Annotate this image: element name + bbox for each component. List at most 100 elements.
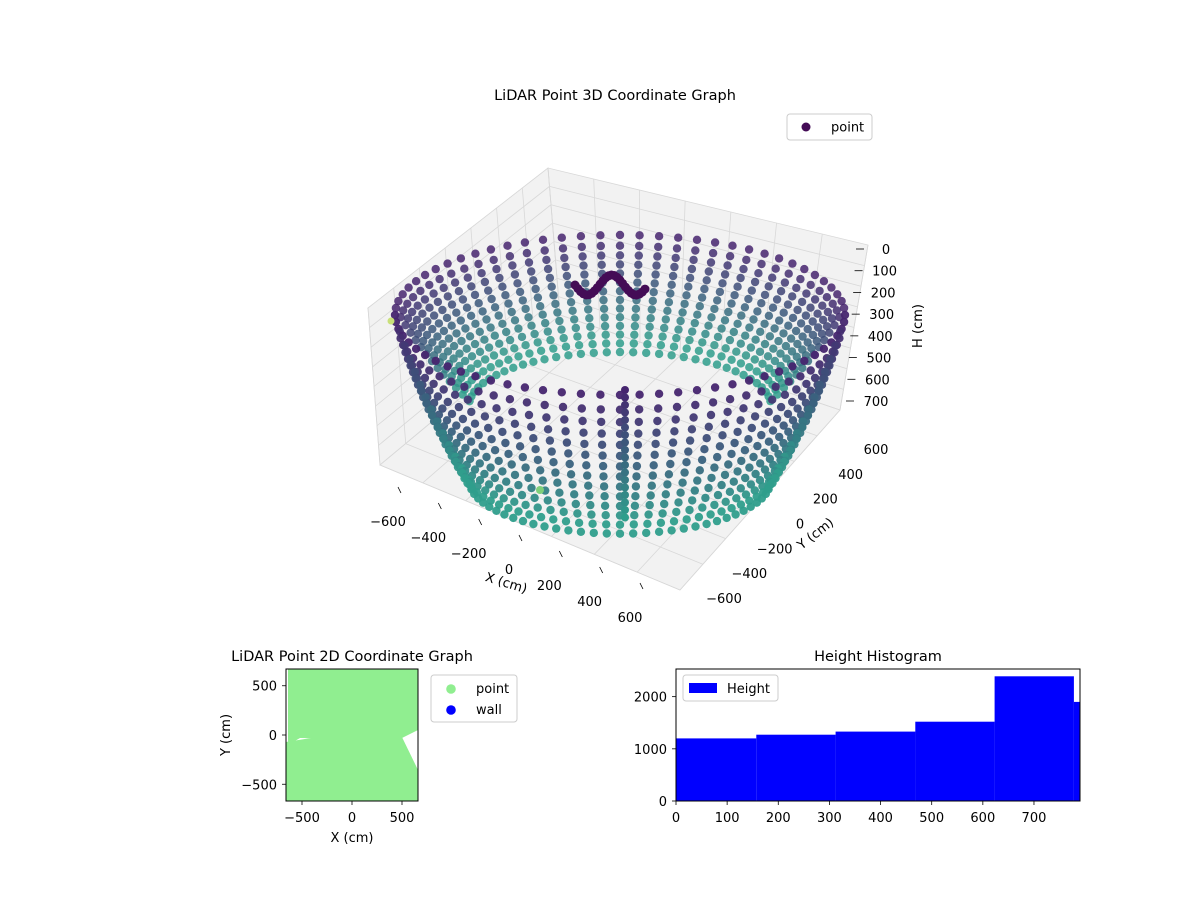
cloud-point: [434, 319, 444, 328]
cloud-point: [538, 235, 548, 244]
cloud-point: [654, 404, 663, 413]
outlier-point: [387, 317, 395, 325]
cloud-point: [524, 473, 533, 483]
histogram-bar: [676, 738, 757, 801]
cloud-point: [815, 286, 824, 296]
cloud-point: [820, 374, 829, 383]
scatter-2d-fill: [286, 669, 418, 801]
x-tick-label: −200: [451, 547, 487, 562]
cloud-point: [720, 270, 730, 279]
cloud-point: [793, 404, 802, 413]
cloud-point: [525, 349, 534, 358]
cloud-point: [471, 372, 480, 381]
cloud-point: [438, 305, 447, 315]
cloud-point: [689, 255, 698, 265]
cloud-point: [818, 301, 827, 310]
cloud-point: [770, 324, 779, 333]
cloud-point: [530, 493, 539, 503]
cloud-point: [514, 480, 523, 490]
cloud-point: [456, 254, 466, 263]
cloud-point: [471, 319, 480, 328]
cloud-point: [808, 317, 817, 326]
cloud-point: [621, 446, 629, 454]
cloud-point: [839, 303, 849, 313]
cloud-point: [458, 390, 467, 399]
cloud-point: [806, 280, 815, 290]
cloud-point: [494, 456, 503, 466]
cloud-point: [727, 355, 736, 364]
cloud-point: [489, 255, 498, 265]
cloud-point: [736, 416, 745, 425]
cloud-point: [517, 490, 527, 500]
cloud-point: [779, 421, 788, 430]
cloud-point: [433, 332, 442, 341]
cloud-point: [586, 500, 595, 510]
cloud-point: [715, 287, 725, 297]
x-tick-label: 600: [970, 811, 995, 826]
cloud-point: [720, 470, 730, 480]
cloud-point: [800, 264, 809, 274]
cloud-point: [757, 299, 766, 308]
scatter-2d-lower-region: [286, 733, 418, 801]
cloud-point: [692, 386, 702, 395]
cloud-point: [810, 270, 820, 280]
cloud-point: [729, 477, 738, 486]
chart-2d-legend: point wall: [430, 674, 518, 723]
cloud-point: [490, 473, 499, 483]
cloud-point: [510, 470, 520, 480]
cloud-point: [621, 453, 629, 462]
cloud-point: [615, 520, 625, 529]
cloud-point: [828, 299, 837, 308]
cloud-point: [772, 414, 782, 424]
cloud-point: [401, 321, 410, 330]
cloud-point: [398, 290, 407, 299]
cloud-point: [583, 471, 592, 480]
cloud-point: [713, 296, 722, 305]
cloud-point: [410, 367, 420, 377]
cloud-point: [764, 364, 774, 373]
cloud-point: [751, 469, 760, 479]
cloud-point: [549, 344, 558, 353]
cloud-point: [647, 481, 656, 490]
cloud-point: [645, 322, 654, 331]
cloud-point: [801, 311, 811, 320]
cloud-point: [658, 509, 667, 518]
cloud-point: [724, 307, 733, 317]
z-axis-3d: 0 100 200 300 400 500 600 700: [846, 243, 897, 410]
cloud-point: [517, 332, 527, 342]
cloud-point: [632, 461, 642, 471]
cloud-point: [733, 467, 742, 476]
y-tick-label: 200: [813, 493, 838, 508]
cloud-point: [600, 313, 609, 322]
cloud-point: [495, 416, 504, 425]
cloud-point: [760, 419, 770, 428]
y-tick-label: −500: [241, 778, 277, 793]
cloud-point: [452, 308, 461, 317]
y-tick-label: −400: [731, 567, 767, 582]
cloud-point: [564, 449, 573, 458]
cloud-point: [564, 280, 573, 289]
z-axis-3d-label: H (cm): [911, 304, 926, 348]
chart-3d-title: LiDAR Point 3D Coordinate Graph: [494, 88, 736, 104]
cloud-point: [484, 343, 494, 352]
cloud-point: [754, 400, 763, 409]
cloud-point: [504, 449, 513, 459]
cloud-point: [793, 339, 802, 349]
cloud-point: [728, 241, 737, 250]
cloud-point: [408, 322, 418, 331]
cloud-point: [495, 484, 504, 493]
cloud-point: [704, 422, 713, 431]
cloud-point: [680, 468, 689, 477]
cloud-point: [666, 459, 675, 469]
cloud-point: [412, 315, 422, 325]
cloud-point: [597, 251, 606, 260]
cloud-point: [486, 376, 496, 385]
cloud-point: [672, 402, 682, 412]
cloud-point: [467, 352, 477, 361]
cloud-point: [775, 432, 784, 442]
cloud-point: [635, 241, 644, 251]
cloud-point: [443, 259, 452, 268]
cloud-point: [764, 282, 773, 291]
cloud-point: [702, 519, 711, 529]
cloud-point: [562, 438, 572, 447]
